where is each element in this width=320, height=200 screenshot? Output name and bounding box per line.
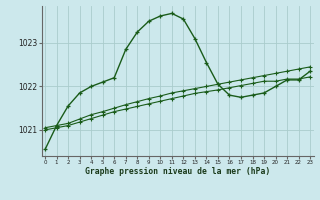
- X-axis label: Graphe pression niveau de la mer (hPa): Graphe pression niveau de la mer (hPa): [85, 167, 270, 176]
